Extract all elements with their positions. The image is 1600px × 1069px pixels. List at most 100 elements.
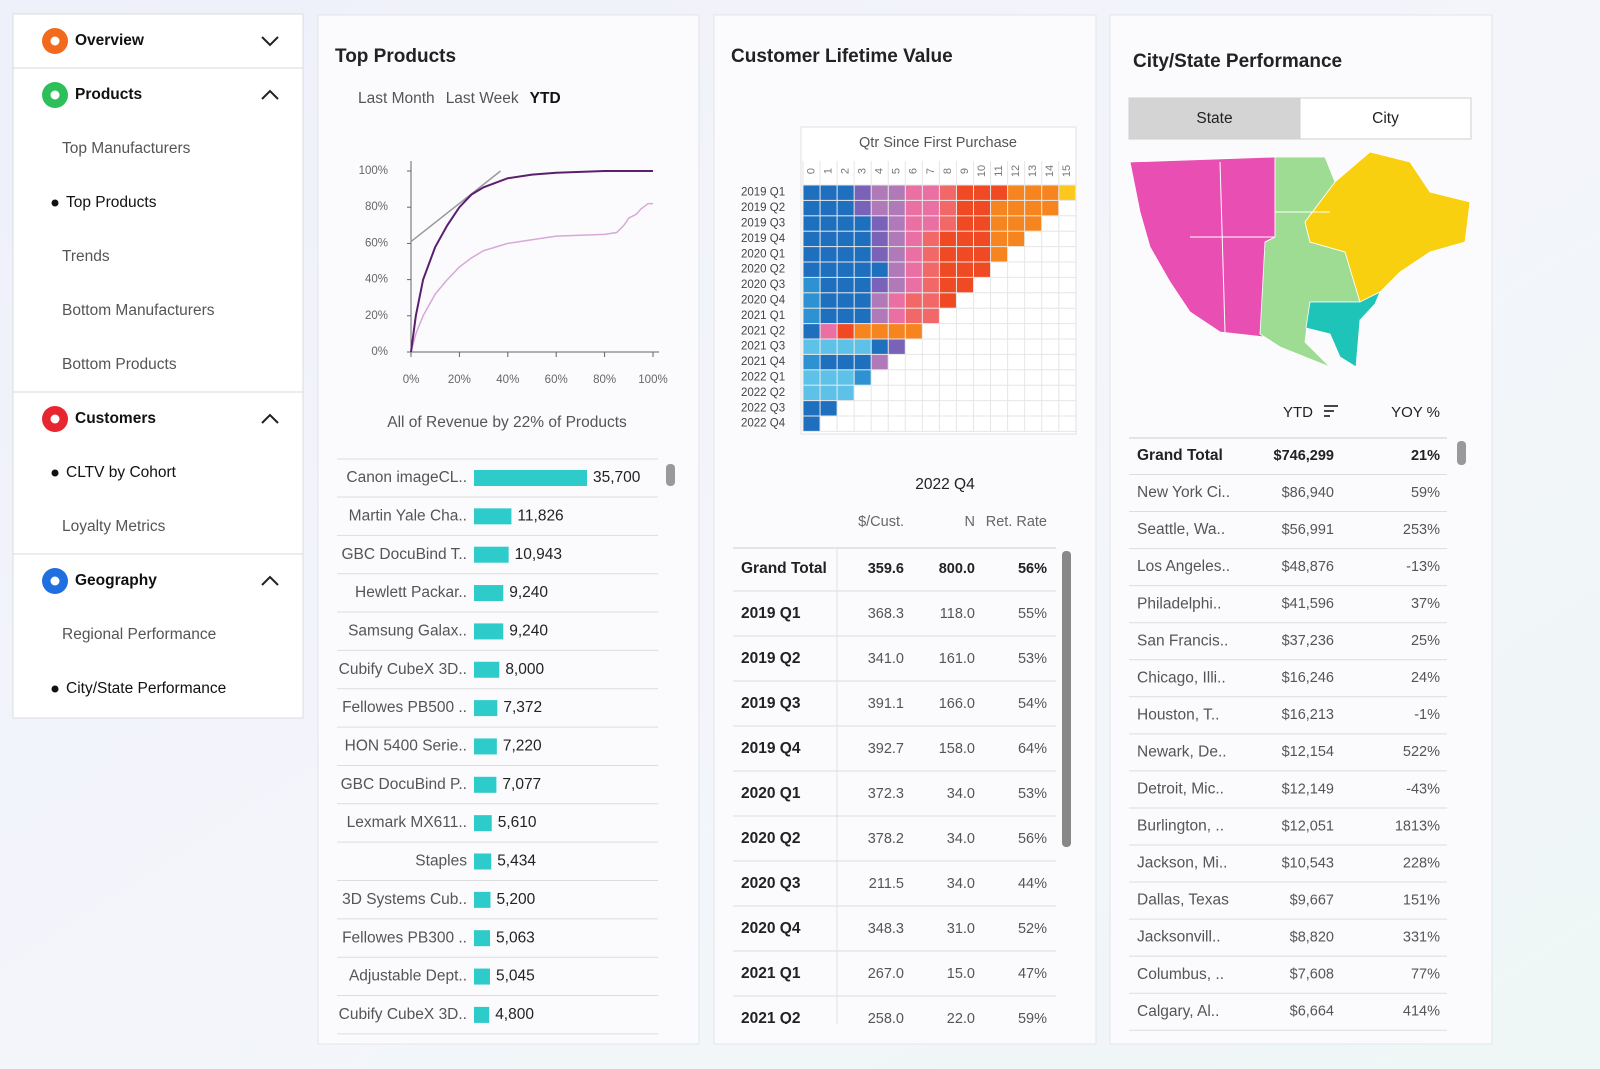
y-tick-label: 40%: [365, 274, 388, 286]
cell: 800.0: [939, 561, 975, 577]
heatmap-cell: [871, 262, 888, 277]
cell: -13%: [1406, 559, 1440, 575]
heatmap-cell: [956, 277, 973, 293]
section-title[interactable]: Geography: [75, 572, 157, 589]
heatmap-cell: [871, 354, 888, 370]
cell: $86,940: [1282, 485, 1334, 501]
row-label: Newark, De..: [1137, 743, 1227, 760]
heatmap-cell: [871, 231, 888, 247]
table-title: 2022 Q4: [915, 476, 975, 493]
heatmap-cell: [820, 385, 837, 401]
row-label: 2022 Q3: [741, 402, 785, 414]
chevron[interactable]: [261, 575, 279, 586]
sidebar: [12, 13, 304, 719]
panel-title: Top Products: [335, 46, 456, 67]
cell: 228%: [1403, 855, 1440, 871]
nav-item[interactable]: CLTV by Cohort: [66, 464, 177, 481]
scrollbar[interactable]: [666, 464, 675, 486]
heatmap-cell: [803, 308, 820, 324]
x-tick-label: 40%: [496, 374, 519, 386]
heatmap-cell: [905, 185, 922, 200]
nav-item[interactable]: City/State Performance: [66, 680, 226, 697]
cell: 59%: [1411, 485, 1440, 501]
cell: 118.0: [940, 606, 975, 622]
value-label: 5,063: [496, 929, 535, 946]
heatmap-cell: [837, 262, 854, 277]
row-label: Burlington, ..: [1137, 818, 1224, 835]
chevron[interactable]: [261, 89, 279, 100]
cell: 253%: [1403, 522, 1440, 538]
bar: [474, 776, 497, 793]
heatmap-cell: [905, 262, 922, 277]
cell: $16,246: [1282, 670, 1334, 686]
cell: 59%: [1018, 1011, 1047, 1027]
cell: 15.0: [947, 966, 975, 982]
column-label: 12: [1010, 165, 1022, 177]
heatmap-cell: [939, 185, 956, 200]
toggle-label[interactable]: City: [1372, 110, 1399, 127]
row-label: 2022 Q4: [741, 418, 786, 430]
row-label: Jacksonvill..: [1137, 929, 1221, 946]
nav-item[interactable]: Bottom Products: [62, 356, 177, 373]
chevron[interactable]: [261, 413, 279, 424]
section-title[interactable]: Customers: [75, 410, 156, 427]
bar-label: Fellowes PB500 ..: [342, 699, 467, 716]
heatmap-cell: [956, 216, 973, 231]
heatmap-cell: [837, 324, 854, 339]
nav-item[interactable]: Bottom Manufacturers: [62, 302, 215, 319]
nav-item[interactable]: Top Manufacturers: [62, 140, 191, 157]
row-label: Dallas, Texas: [1137, 892, 1229, 909]
scrollbar[interactable]: [1457, 441, 1466, 465]
heatmap-cell: [991, 216, 1008, 231]
nav-item[interactable]: Top Products: [66, 194, 157, 211]
section-icon-glyph: [50, 414, 60, 424]
heatmap-cell: [803, 216, 820, 231]
value-label: 7,372: [503, 699, 542, 716]
nav-item[interactable]: Regional Performance: [62, 626, 216, 643]
heatmap-cell: [905, 308, 922, 324]
bar-label: 3D Systems Cub..: [342, 891, 467, 908]
toggle-label[interactable]: State: [1196, 110, 1232, 127]
section-title[interactable]: Overview: [75, 32, 145, 49]
value-label: 5,610: [498, 814, 537, 831]
heatmap-cell: [956, 200, 973, 216]
value-label: 11,826: [517, 507, 563, 524]
tab[interactable]: Last Week: [446, 90, 519, 107]
heatmap-cell: [905, 293, 922, 308]
toggle-button[interactable]: [1299, 97, 1472, 140]
heatmap-cell: [905, 277, 922, 293]
cell: -43%: [1406, 781, 1440, 797]
heatmap-cell: [922, 185, 939, 200]
heatmap-cell: [871, 200, 888, 216]
scrollbar[interactable]: [1062, 551, 1071, 847]
cell: 56%: [1018, 561, 1047, 577]
chevron[interactable]: [261, 36, 279, 47]
heatmap-cell: [974, 200, 991, 216]
cell: 368.3: [868, 606, 904, 622]
table-body: Grand Total 359.6 800.0 56% 2019 Q1 368.3 118.…: [733, 560, 1056, 1027]
cell: 34.0: [947, 876, 975, 892]
row-label: 2021 Q2: [741, 1010, 800, 1027]
active-bullet: [51, 199, 59, 207]
nav-item[interactable]: Loyalty Metrics: [62, 518, 166, 535]
heatmap-cell: [803, 262, 820, 277]
cell: 22.0: [947, 1011, 975, 1027]
value-label: 9,240: [509, 622, 548, 639]
heatmap-cell: [922, 293, 939, 308]
tab[interactable]: Last Month: [358, 90, 435, 107]
heatmap-cell: [888, 277, 905, 293]
section-title[interactable]: Products: [75, 86, 142, 103]
x-tick-label: 0%: [403, 374, 420, 386]
value-label: 4,800: [495, 1006, 534, 1023]
section-icon-glyph: [50, 576, 60, 586]
cell: 54%: [1018, 696, 1047, 712]
row-label: 2019 Q4: [741, 740, 801, 757]
row-label: 2020 Q1: [741, 785, 801, 802]
heatmap-cell: [888, 308, 905, 324]
nav-item[interactable]: Trends: [62, 248, 110, 265]
heatmap-cell: [803, 339, 820, 354]
map-border: [1219, 161, 1226, 333]
tab[interactable]: YTD: [530, 90, 561, 107]
heatmap-cell: [888, 216, 905, 231]
heatmap-cell: [939, 247, 956, 262]
